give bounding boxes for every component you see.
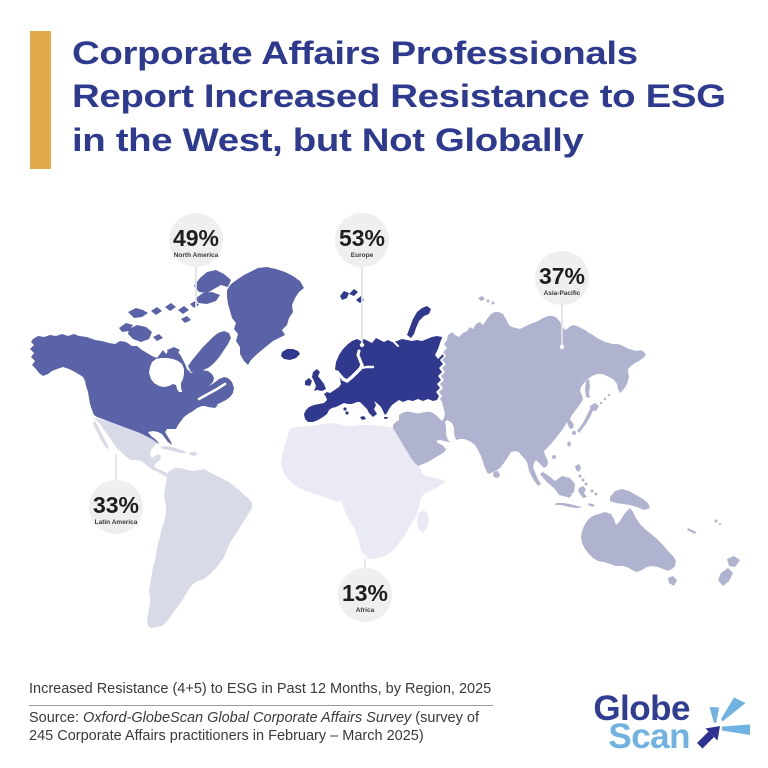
svg-text:Europe: Europe [351, 252, 374, 259]
svg-text:49%: 49% [173, 225, 219, 251]
svg-text:13%: 13% [342, 580, 388, 606]
svg-text:Latin America: Latin America [95, 519, 138, 526]
svg-text:Africa: Africa [356, 607, 375, 614]
svg-text:North America: North America [174, 252, 219, 259]
svg-text:33%: 33% [93, 492, 139, 518]
svg-text:Asia-Pacific: Asia-Pacific [544, 290, 581, 297]
svg-text:53%: 53% [339, 225, 385, 251]
svg-text:37%: 37% [539, 263, 585, 289]
